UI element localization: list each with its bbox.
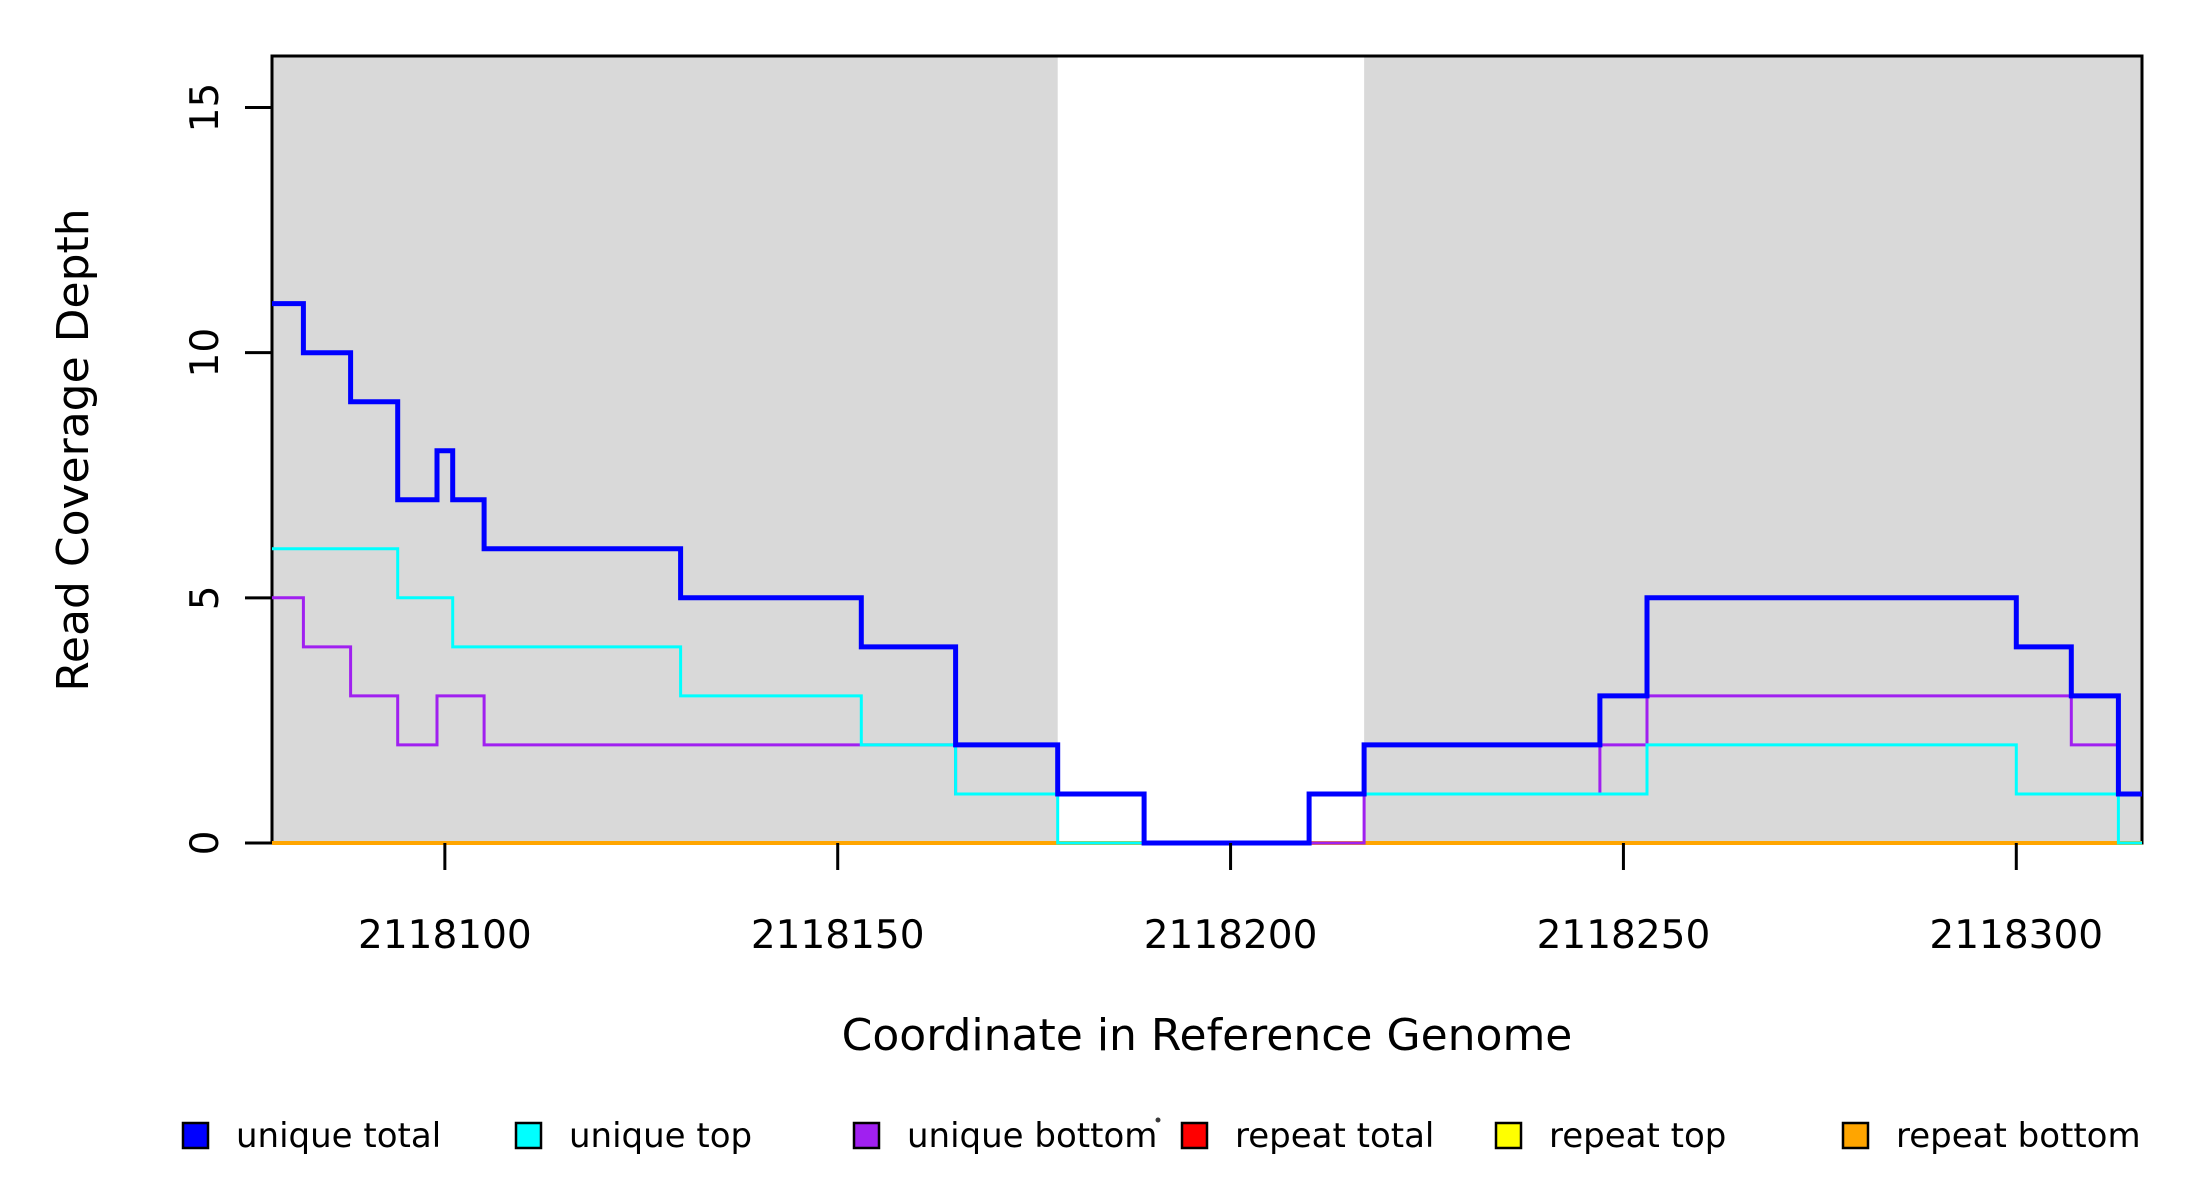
x-axis: 2118100 2118150 2118200 2118250 2118300 [358, 843, 2103, 958]
legend-label-unique-bottom: unique bottom [907, 1116, 1157, 1156]
shaded-region [1364, 56, 2142, 843]
legend-label-unique-total: unique total [236, 1116, 441, 1156]
shaded-region [272, 56, 1058, 843]
legend-swatch-unique-total [181, 1121, 210, 1150]
y-tick-label: 0 [183, 831, 228, 856]
series-unique-total [272, 301, 2142, 846]
series-unique-top [272, 547, 2142, 845]
x-tick-label: 2118100 [358, 913, 532, 958]
legend-swatch-repeat-total [1180, 1121, 1209, 1150]
legend-swatch-unique-bottom [852, 1121, 881, 1150]
y-tick-label: 15 [183, 83, 228, 133]
y-tick-label: 10 [183, 328, 228, 378]
legend-swatch-unique-top [514, 1121, 543, 1150]
legend-label-repeat-total: repeat total [1235, 1116, 1434, 1156]
legend-label-repeat-top: repeat top [1549, 1116, 1726, 1156]
legend-swatch-repeat-bottom [1841, 1121, 1870, 1150]
y-tick-label: 5 [183, 585, 228, 610]
legend-swatch-repeat-top [1494, 1121, 1523, 1150]
shaded-coverage-bands [272, 56, 2142, 843]
y-axis: 0 5 10 15 [183, 83, 272, 856]
legend-label-unique-top: unique top [569, 1116, 752, 1156]
x-tick-label: 2118200 [1144, 913, 1318, 958]
stray-dot-artifact [1155, 1117, 1161, 1123]
x-axis-title: Coordinate in Reference Genome [842, 1010, 1573, 1061]
x-tick-label: 2118300 [1929, 913, 2103, 958]
x-tick-label: 2118250 [1537, 913, 1711, 958]
series-lines [272, 301, 2142, 846]
legend: unique total unique top unique bottom repea… [181, 1116, 2141, 1156]
y-axis-title: Read Coverage Depth [48, 208, 99, 691]
legend-label-repeat-bottom: repeat bottom [1896, 1116, 2141, 1156]
x-tick-label: 2118150 [751, 913, 925, 958]
